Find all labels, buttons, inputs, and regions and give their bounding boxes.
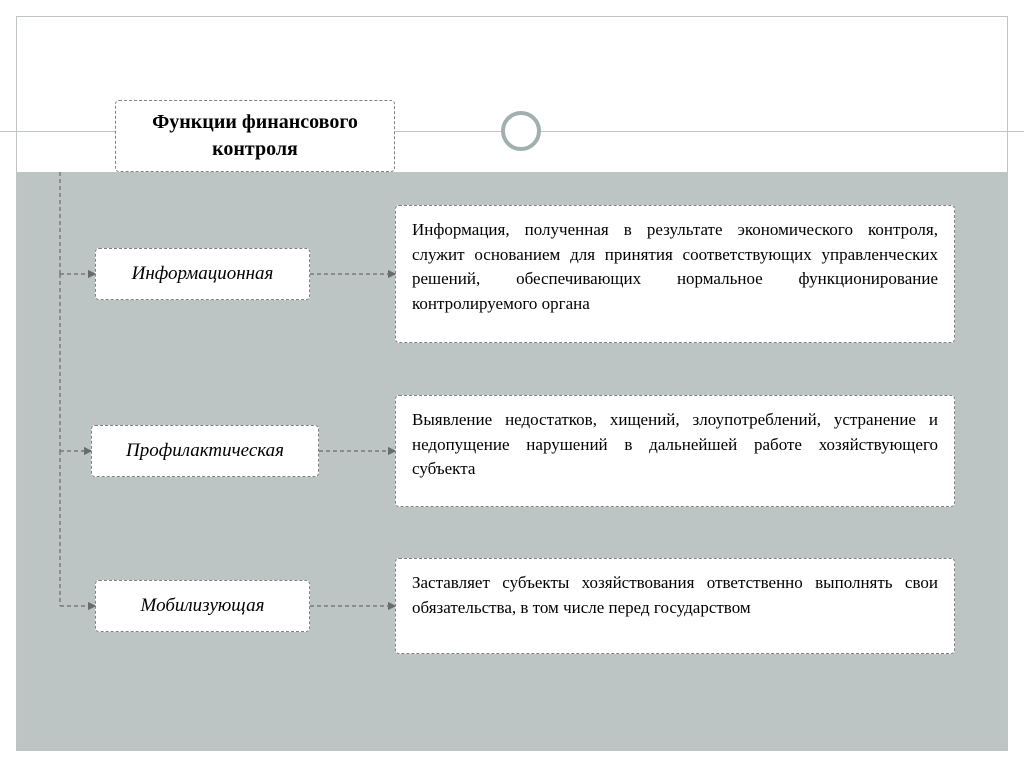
circle-ornament [501, 111, 541, 151]
desc2-text: Выявление недостатков, хищений, злоупотр… [412, 408, 938, 482]
function-label-3: Мобилизующая [95, 580, 310, 632]
desc3-text: Заставляет субъекты хозяйствования ответ… [412, 571, 938, 620]
function-desc-3: Заставляет субъекты хозяйствования ответ… [395, 558, 955, 654]
label1-text: Информационная [132, 263, 274, 285]
function-label-1: Информационная [95, 248, 310, 300]
function-desc-2: Выявление недостатков, хищений, злоупотр… [395, 395, 955, 507]
title-text: Функции финансового контроля [132, 109, 378, 163]
label2-text: Профилактическая [126, 440, 284, 462]
function-label-2: Профилактическая [91, 425, 319, 477]
function-desc-1: Информация, полученная в результате экон… [395, 205, 955, 343]
label3-text: Мобилизующая [141, 595, 265, 617]
title-box: Функции финансового контроля [115, 100, 395, 172]
desc1-text: Информация, полученная в результате экон… [412, 218, 938, 317]
